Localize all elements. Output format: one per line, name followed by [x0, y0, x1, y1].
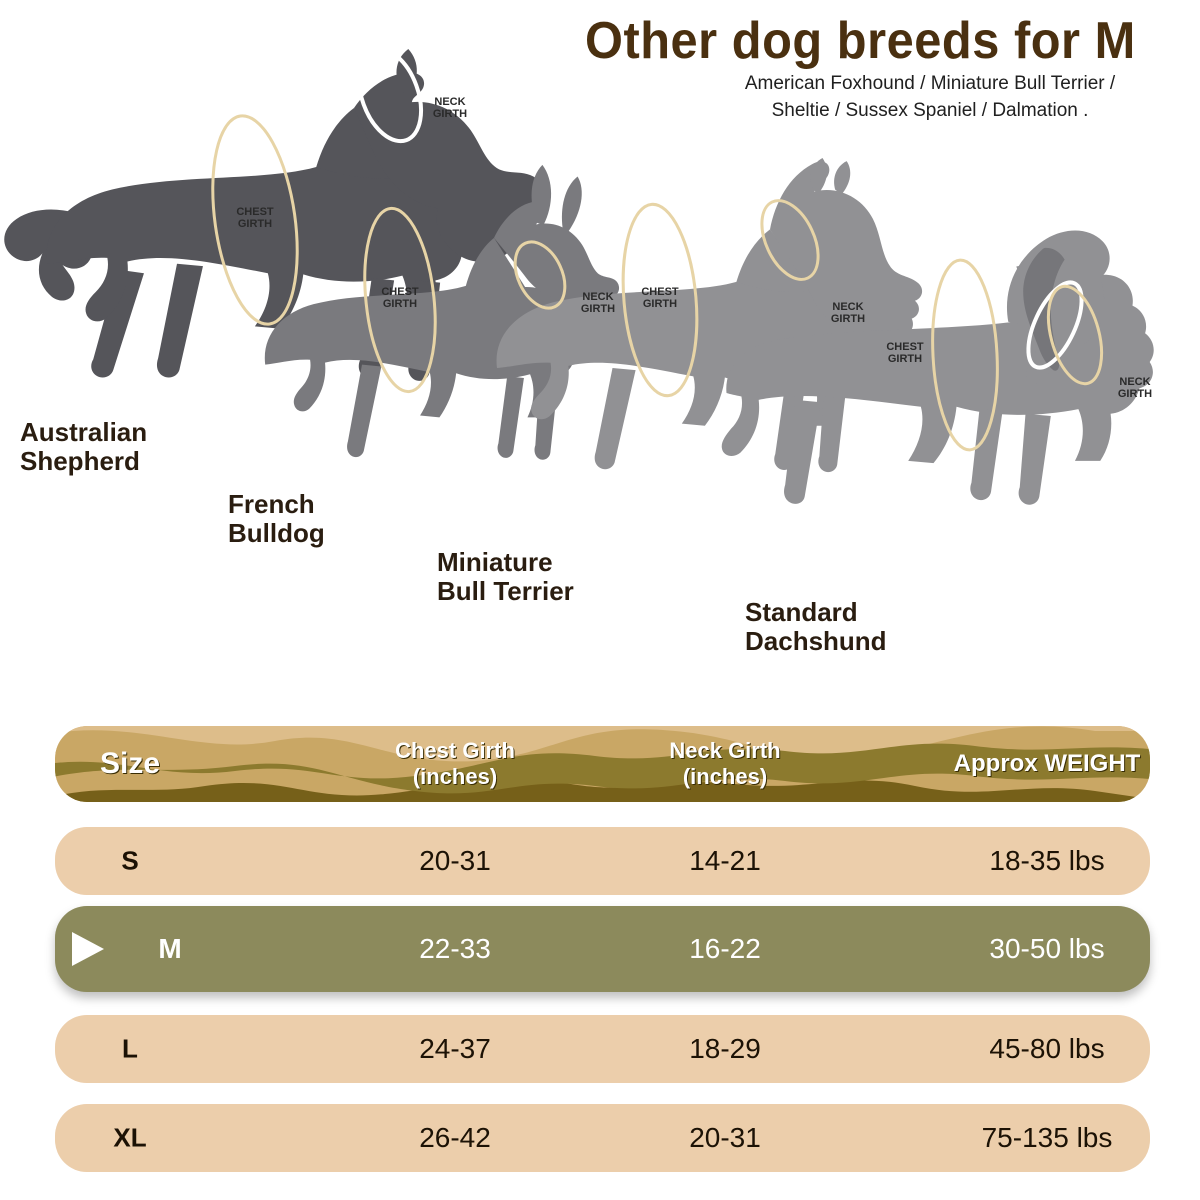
- svg-text:GIRTH: GIRTH: [433, 108, 467, 120]
- svg-text:NECK: NECK: [582, 291, 613, 303]
- svg-text:CHEST: CHEST: [886, 341, 924, 353]
- svg-text:GIRTH: GIRTH: [643, 298, 677, 310]
- svg-text:NECK: NECK: [1119, 376, 1150, 388]
- svg-text:CHEST: CHEST: [236, 206, 274, 218]
- svg-text:GIRTH: GIRTH: [238, 218, 272, 230]
- svg-text:NECK: NECK: [832, 301, 863, 313]
- svg-text:GIRTH: GIRTH: [581, 303, 615, 315]
- svg-text:CHEST: CHEST: [641, 286, 679, 298]
- svg-text:GIRTH: GIRTH: [888, 353, 922, 365]
- svg-text:GIRTH: GIRTH: [383, 298, 417, 310]
- svg-text:CHEST: CHEST: [381, 286, 419, 298]
- svg-text:GIRTH: GIRTH: [1118, 388, 1152, 400]
- svg-text:NECK: NECK: [434, 96, 465, 108]
- svg-text:GIRTH: GIRTH: [831, 313, 865, 325]
